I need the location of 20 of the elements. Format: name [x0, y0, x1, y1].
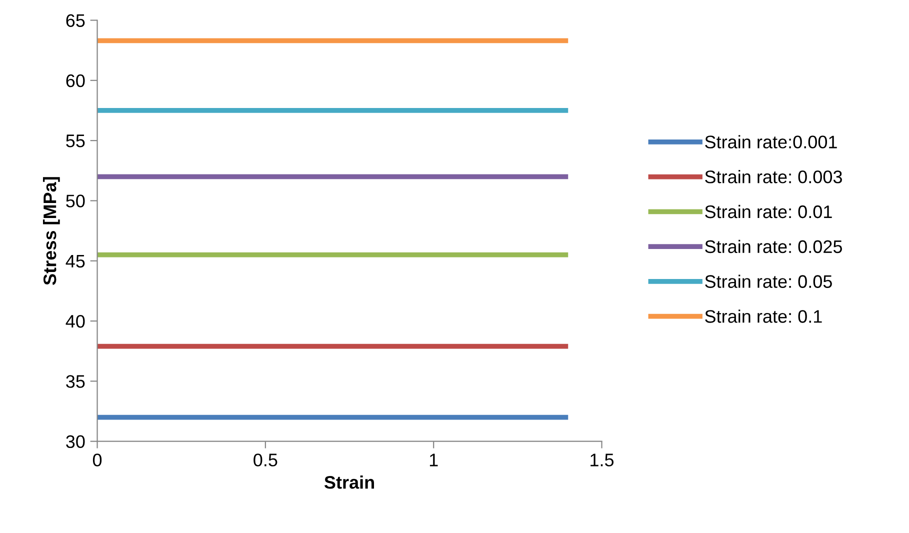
y-tick-label: 60: [66, 74, 85, 88]
legend-label: Strain rate: 0.1: [705, 310, 822, 323]
x-tick-label: 1: [430, 454, 438, 466]
legend-label: Strain rate: 0.025: [705, 240, 842, 254]
legend-label: Strain rate:0.001: [705, 135, 837, 148]
x-axis-title: Strain: [324, 476, 374, 489]
y-tick-label: 55: [66, 134, 85, 148]
y-tick-label: 40: [66, 314, 85, 328]
y-tick-label: 30: [66, 435, 85, 448]
legend-label: Strain rate: 0.003: [705, 170, 842, 184]
y-tick-label: 35: [66, 375, 85, 388]
y-tick-label: 45: [66, 254, 85, 268]
x-tick-label: 0.5: [254, 454, 278, 466]
y-tick-label: 65: [66, 14, 85, 27]
y-tick-label: 50: [66, 194, 85, 208]
legend-label: Strain rate: 0.05: [705, 274, 832, 288]
y-axis-title: Stress [MPa]: [42, 177, 60, 285]
x-tick-label: 1.5: [590, 454, 614, 466]
legend-label: Strain rate: 0.01: [705, 204, 832, 218]
x-tick-label: 0: [92, 454, 102, 466]
